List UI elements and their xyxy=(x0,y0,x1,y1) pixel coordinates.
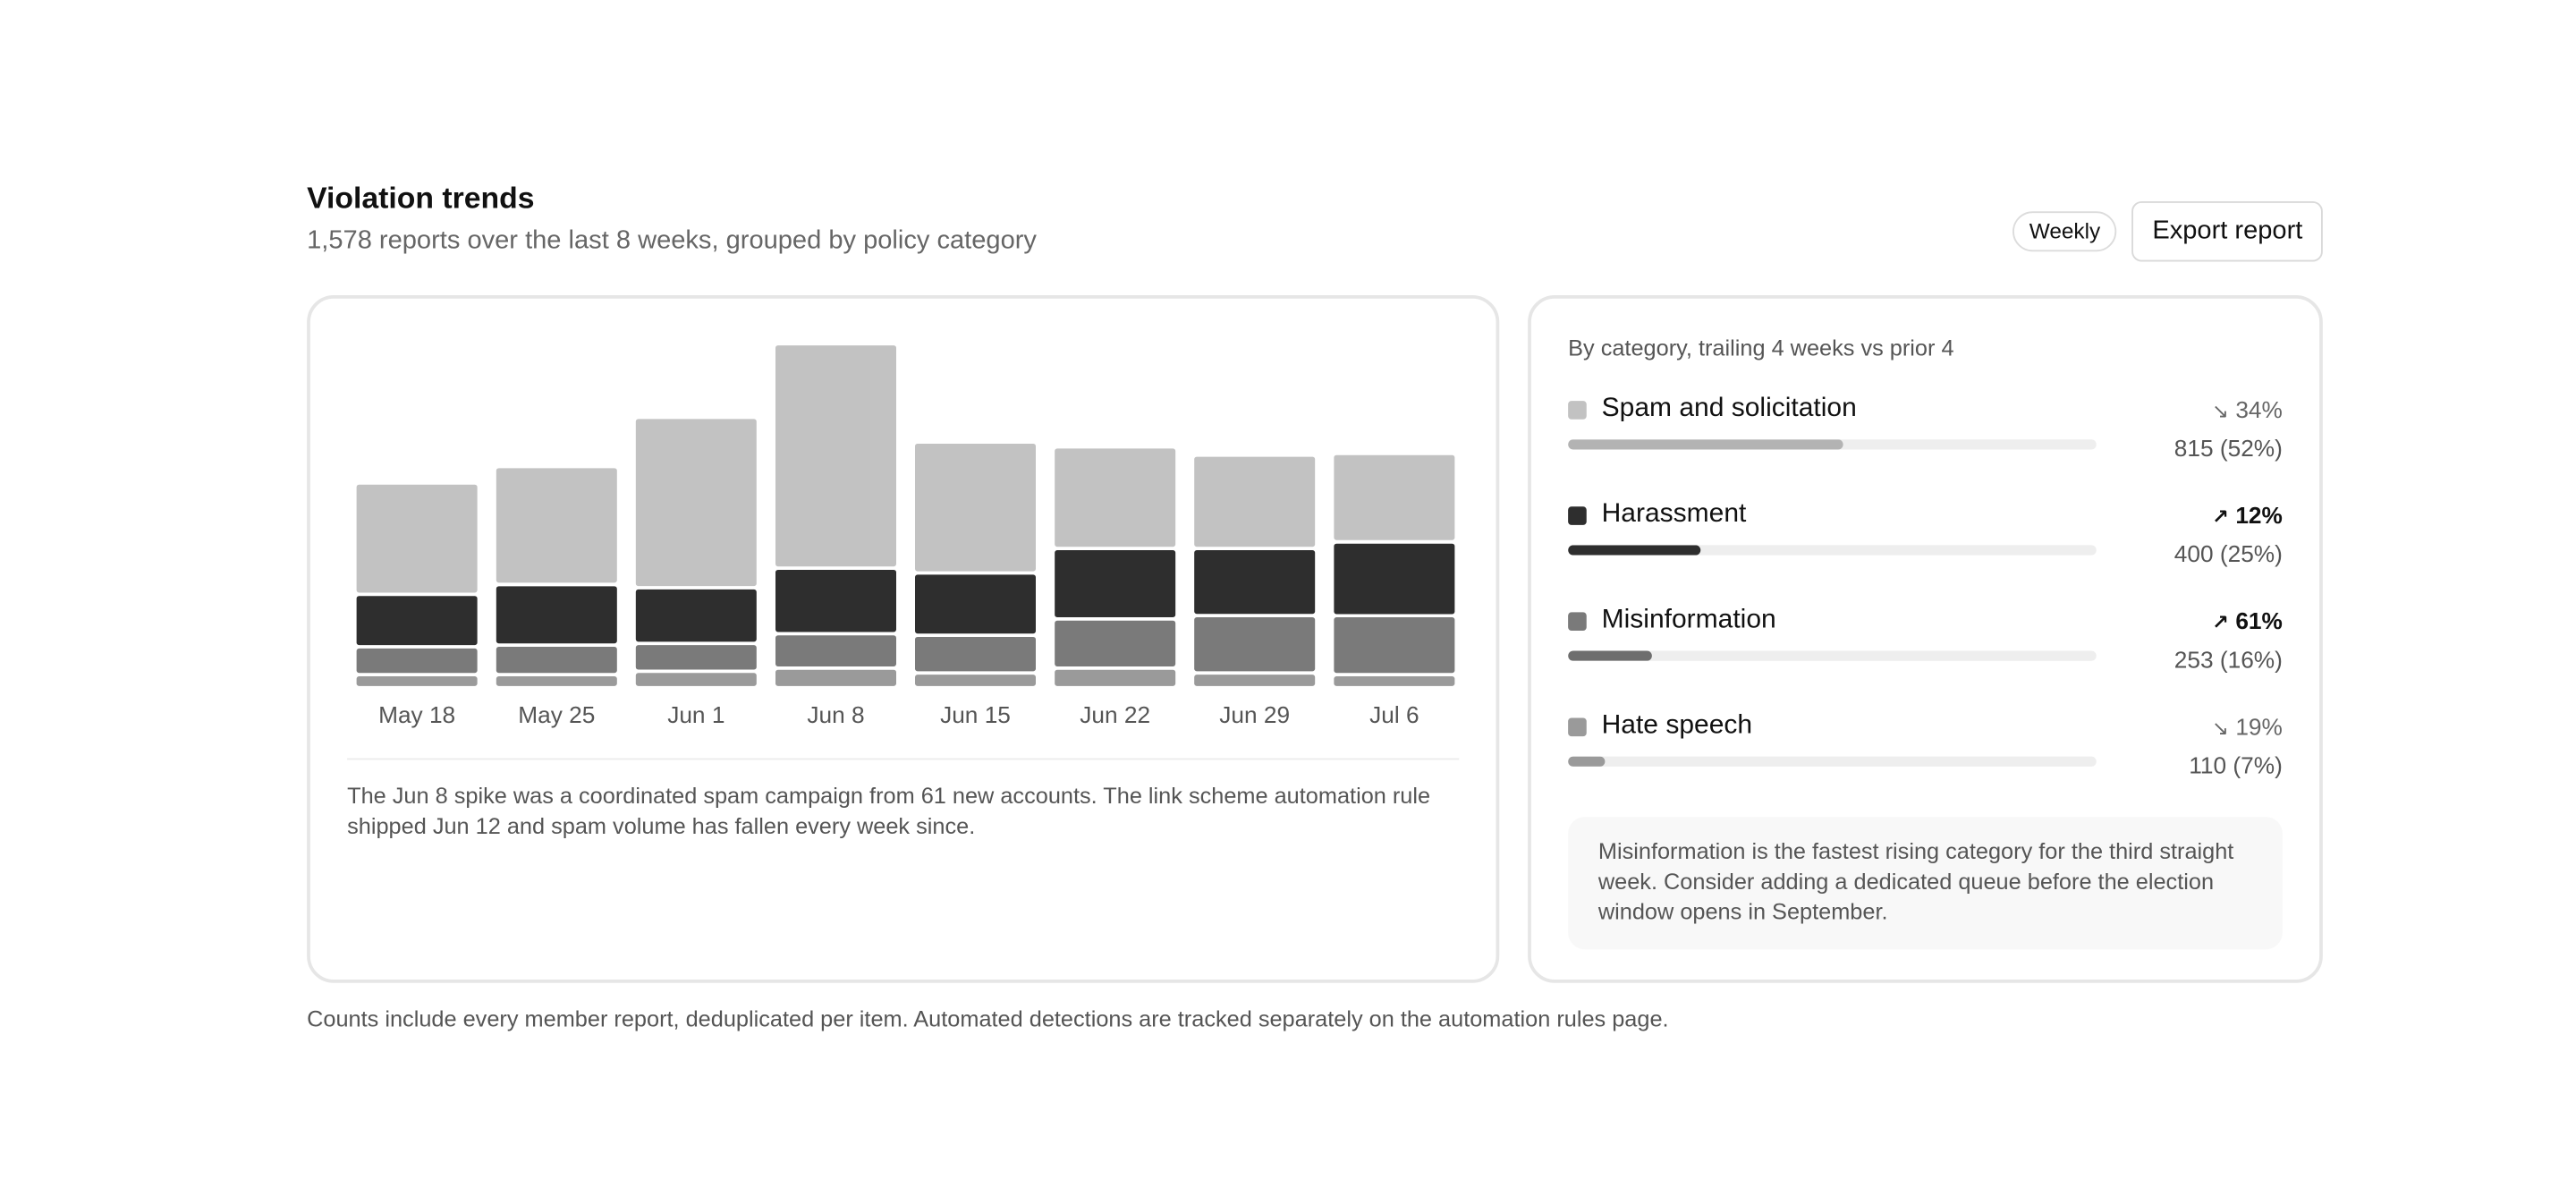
category-trend: ↗ 61% xyxy=(2212,606,2283,638)
trend-value: 12% xyxy=(2235,501,2283,529)
breakdown-heading: By category, trailing 4 weeks vs prior 4 xyxy=(1568,335,1954,361)
insight-callout: Misinformation is the fastest rising cat… xyxy=(1568,817,2283,950)
chart-note: The Jun 8 spike was a coordinated spam c… xyxy=(347,783,1431,839)
bar-segment-hate-speech[interactable] xyxy=(1055,669,1176,686)
x-tick-label: Jun 8 xyxy=(807,701,864,728)
export-report-button[interactable]: Export report xyxy=(2131,201,2323,262)
bar-segment-spam-and-solicitation[interactable] xyxy=(1194,456,1316,547)
bar-segment-hate-speech[interactable] xyxy=(914,675,1036,686)
bar-segment-harassment[interactable] xyxy=(1334,543,1455,615)
bar-segment-misinformation[interactable] xyxy=(775,635,897,666)
x-tick-label: Jun 22 xyxy=(1080,701,1150,728)
bar-segment-harassment[interactable] xyxy=(775,569,897,632)
share-bar-track xyxy=(1568,650,2097,661)
period-toggle[interactable]: Weekly xyxy=(2012,211,2117,252)
chart-divider xyxy=(347,758,1460,760)
category-name: Harassment xyxy=(1601,499,1747,529)
share-bar-fill xyxy=(1568,439,1843,450)
x-tick-label: Jun 29 xyxy=(1219,701,1290,728)
category-name: Misinformation xyxy=(1601,605,1776,634)
share-bar-fill xyxy=(1568,756,1606,767)
bar-segment-hate-speech[interactable] xyxy=(635,673,757,686)
bar-segment-hate-speech[interactable] xyxy=(1194,675,1316,686)
bar-segment-hate-speech[interactable] xyxy=(496,676,617,686)
share-bar-fill xyxy=(1568,545,1700,556)
chart-card: May 18 May 25 Jun 1 Jun 8 Jun 15 Jun 22 Jun 29… xyxy=(307,295,1500,983)
category-count: 110 (7%) xyxy=(2189,751,2283,778)
bar-segment-harassment[interactable] xyxy=(496,586,617,644)
bar-segment-misinformation[interactable] xyxy=(356,648,478,674)
bar-segment-misinformation[interactable] xyxy=(1055,620,1176,666)
bar-segment-spam-and-solicitation[interactable] xyxy=(356,484,478,593)
bar-segment-harassment[interactable] xyxy=(914,574,1036,634)
category-row-hate-speech[interactable]: Hate speech ↘ 19% 110 (7%) xyxy=(1568,708,2283,792)
bar-segment-misinformation[interactable] xyxy=(1334,617,1455,674)
category-swatch xyxy=(1568,401,1587,420)
bar-segment-spam-and-solicitation[interactable] xyxy=(1334,454,1455,540)
bar-segment-hate-speech[interactable] xyxy=(356,676,478,686)
category-row-harassment[interactable]: Harassment ↗ 12% 400 (25%) xyxy=(1568,496,2283,581)
bar-segment-spam-and-solicitation[interactable] xyxy=(1055,448,1176,547)
category-breakdown-card: By category, trailing 4 weeks vs prior 4… xyxy=(1528,295,2323,983)
category-swatch xyxy=(1568,506,1587,525)
trend-down-icon: ↘ xyxy=(2211,716,2229,740)
category-trend: ↘ 34% xyxy=(2212,395,2283,427)
category-swatch xyxy=(1568,717,1587,737)
category-count: 253 (16%) xyxy=(2174,645,2283,673)
bar-segment-harassment[interactable] xyxy=(356,596,478,646)
trend-up-icon: ↗ xyxy=(2211,610,2229,634)
bar-segment-misinformation[interactable] xyxy=(635,645,757,670)
bar-segment-harassment[interactable] xyxy=(1194,550,1316,615)
category-count: 400 (25%) xyxy=(2174,539,2283,567)
x-tick-label: May 25 xyxy=(518,701,595,728)
bar-segment-spam-and-solicitation[interactable] xyxy=(775,345,897,567)
page-title: Violation trends xyxy=(307,181,535,216)
page-subtitle: 1,578 reports over the last 8 weeks, gro… xyxy=(307,226,1037,255)
bar-segment-spam-and-solicitation[interactable] xyxy=(914,443,1036,572)
bar-segment-harassment[interactable] xyxy=(1055,550,1176,617)
trend-value: 19% xyxy=(2235,712,2283,740)
category-row-spam[interactable]: Spam and solicitation ↘ 34% 815 (52%) xyxy=(1568,391,2283,475)
bar-segment-misinformation[interactable] xyxy=(914,636,1036,672)
trend-value: 61% xyxy=(2235,607,2283,634)
category-trend: ↘ 19% xyxy=(2212,711,2283,743)
bar-segment-misinformation[interactable] xyxy=(496,647,617,674)
stacked-bar-chart: May 18 May 25 Jun 1 Jun 8 Jun 15 Jun 22 Jun 29… xyxy=(356,345,1455,728)
share-bar-track xyxy=(1568,545,2097,556)
category-row-misinformation[interactable]: Misinformation ↗ 61% 253 (16%) xyxy=(1568,602,2283,686)
x-tick-label: Jun 15 xyxy=(940,701,1011,728)
x-tick-label: Jul 6 xyxy=(1369,701,1419,728)
share-bar-fill xyxy=(1568,650,1653,661)
bar-segment-harassment[interactable] xyxy=(635,589,757,642)
bar-segment-misinformation[interactable] xyxy=(1194,617,1316,672)
x-tick-label: Jun 1 xyxy=(667,701,724,728)
x-tick-label: May 18 xyxy=(378,701,455,728)
category-count: 815 (52%) xyxy=(2174,434,2283,462)
bar-segment-spam-and-solicitation[interactable] xyxy=(635,419,757,587)
header-controls: Weekly Export report xyxy=(2012,201,2323,262)
category-name: Spam and solicitation xyxy=(1601,394,1857,423)
trend-value: 34% xyxy=(2235,395,2283,423)
share-bar-track xyxy=(1568,439,2097,450)
bar-segment-hate-speech[interactable] xyxy=(1334,676,1455,686)
share-bar-track xyxy=(1568,756,2097,767)
category-name: Hate speech xyxy=(1601,711,1753,740)
category-swatch xyxy=(1568,612,1587,631)
footnote: Counts include every member report, dedu… xyxy=(307,1006,1669,1032)
page-header: Violation trends 1,578 reports over the … xyxy=(307,178,1037,260)
trend-up-icon: ↗ xyxy=(2211,505,2229,529)
bar-segment-spam-and-solicitation[interactable] xyxy=(496,468,617,583)
trend-down-icon: ↘ xyxy=(2211,399,2229,423)
bar-segment-hate-speech[interactable] xyxy=(775,669,897,686)
category-trend: ↗ 12% xyxy=(2212,500,2283,532)
